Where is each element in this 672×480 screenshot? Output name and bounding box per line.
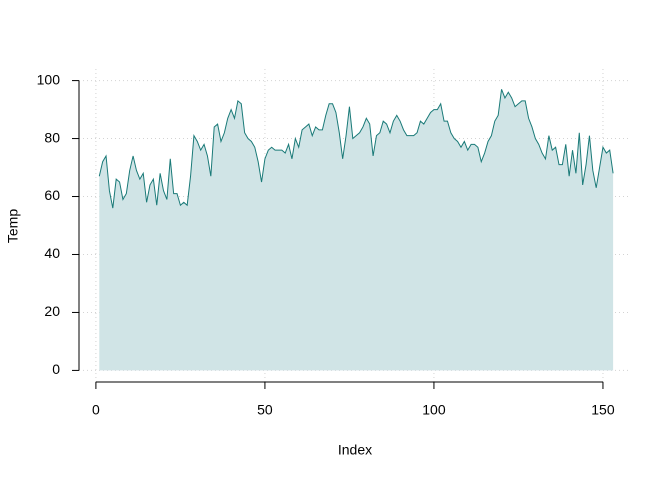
- y-tick-label: 60: [44, 187, 60, 203]
- area-fill: [99, 89, 614, 371]
- y-tick-label: 20: [44, 303, 60, 319]
- area-line: [98, 89, 614, 209]
- y-tick-label: 0: [52, 361, 60, 377]
- y-tick-label: 80: [44, 129, 60, 145]
- y-tick-label: 100: [37, 71, 61, 87]
- x-axis-title: Index: [338, 442, 372, 458]
- x-tick-label: 100: [422, 402, 446, 418]
- y-tick-label: 40: [44, 245, 60, 261]
- x-tick-label: 150: [591, 402, 615, 418]
- y-axis-title: Temp: [5, 209, 21, 243]
- x-tick-label: 0: [92, 402, 100, 418]
- x-tick-label: 50: [257, 402, 273, 418]
